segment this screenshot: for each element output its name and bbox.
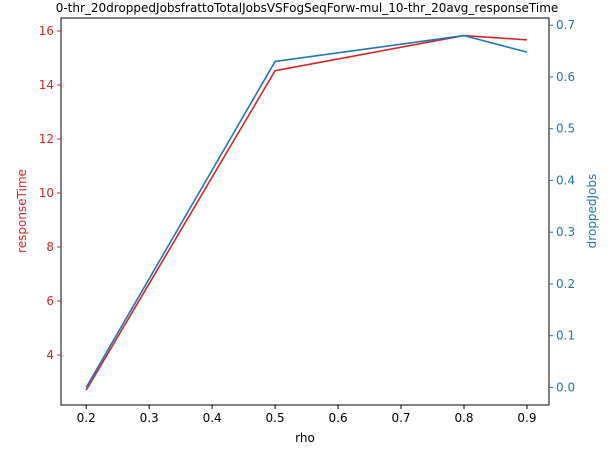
left-axis-ticks: 4 6 8 10 12 14 16 [39,24,61,362]
right-tick-label: 0.3 [556,225,575,239]
plot-area: 0.2 0.3 0.4 0.5 0.6 0.7 0.8 0.9 4 6 8 10 12 14 16 0.0… [39,17,575,425]
left-tick-label: 12 [39,132,54,146]
x-tick-label: 0.2 [77,411,96,425]
right-axis-ticks: 0.0 0.1 0.2 0.3 0.4 0.5 0.6 0.7 [549,18,575,394]
right-tick-label: 0.6 [556,70,575,84]
x-tick-label: 0.4 [203,411,222,425]
x-axis-ticks: 0.2 0.3 0.4 0.5 0.6 0.7 0.8 0.9 [77,405,537,425]
x-tick-label: 0.8 [454,411,473,425]
series-line-droppedJobs [85,34,528,388]
right-tick-label: 0.2 [556,277,575,291]
x-tick-label: 0.5 [266,411,285,425]
left-tick-label: 6 [46,294,54,308]
x-tick-label: 0.6 [329,411,348,425]
left-tick-label: 10 [39,186,54,200]
x-tick-label: 0.9 [517,411,536,425]
right-tick-label: 0.0 [556,380,575,394]
x-tick-label: 0.7 [391,411,410,425]
series-line-responseTime [85,34,528,391]
x-axis-label: rho [295,431,315,445]
plot-frame [60,17,550,406]
series-lines [85,34,528,391]
left-tick-label: 4 [46,348,54,362]
right-tick-label: 0.7 [556,18,575,32]
left-tick-label: 8 [46,240,54,254]
right-tick-label: 0.5 [556,122,575,136]
x-tick-label: 0.3 [140,411,159,425]
left-axis-label: responseTime [15,169,29,253]
right-tick-label: 0.4 [556,173,575,187]
right-tick-label: 0.1 [556,329,575,343]
left-tick-label: 16 [39,24,54,38]
right-axis-label: droppedJobs [585,174,599,249]
chart-title: 0-thr_20droppedJobsfrattoTotalJobsVSFogS… [56,1,559,15]
left-tick-label: 14 [39,78,54,92]
